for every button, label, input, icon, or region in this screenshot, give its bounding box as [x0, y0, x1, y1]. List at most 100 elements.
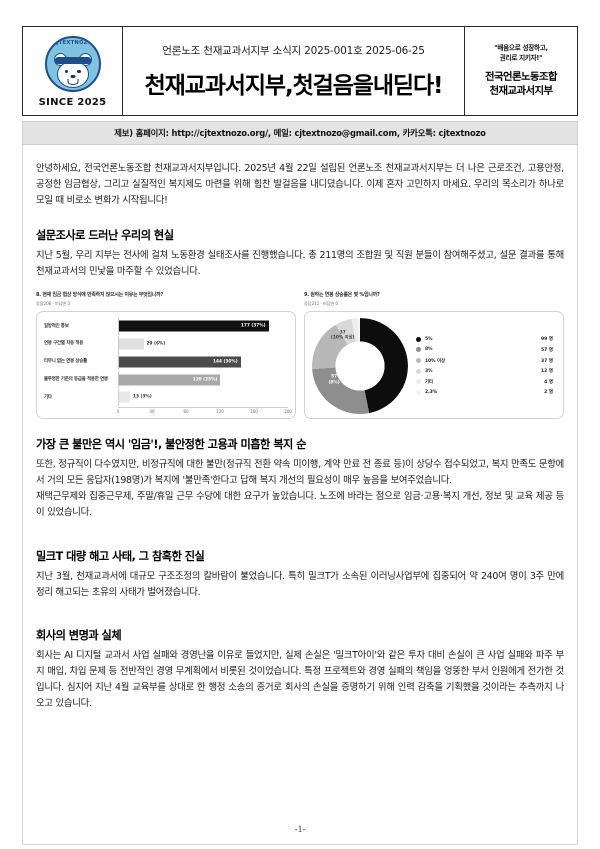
bar-chart-x-ticks: 0 40 80 120 160 200: [116, 406, 292, 416]
legend-row: 기타 4 명: [416, 379, 556, 385]
legend-row: 8% 57 명: [416, 347, 556, 353]
x-axis-tick: 80: [183, 408, 189, 414]
donut-graphic: 99 (5%) 57 (8%) 37 (10% 이상): [312, 317, 408, 414]
bar-chart-title: 8. 현재 임금 협상 방식에 만족하지 않으시는 이유는 무엇입니까?: [36, 291, 164, 298]
bar-track: 13 (3%): [118, 388, 288, 406]
bar-category-label: 기타: [44, 394, 52, 400]
page-number: -1-: [294, 825, 306, 835]
bear-face-icon: [56, 60, 89, 88]
bar-track: 120 (25%): [118, 371, 288, 389]
bear-nose-icon: [70, 75, 75, 79]
bear-icon: [53, 52, 93, 89]
section-text-survey: 지난 5월, 우리 지부는 전사에 걸쳐 노동환경 실태조사를 진행했습니다. …: [36, 249, 564, 277]
bar-value-label: 13 (3%): [132, 394, 152, 400]
bar-value-label: 120 (25%): [192, 377, 218, 383]
legend-color-dot: [416, 368, 421, 374]
bar-chart-row: 일방적인 통보 177 (37%): [44, 317, 288, 335]
legend-color-dot: [416, 347, 421, 353]
legend-label: 10% 이상: [425, 358, 446, 364]
legend-count: 37 명: [541, 358, 553, 364]
legend-color-dot: [416, 336, 421, 342]
x-axis-tick: 0: [116, 408, 120, 414]
bar-chart-row: 불투명한 기준의 등급을 적용한 연봉 120 (25%): [44, 371, 288, 389]
section-heading-survey: 설문조사로 드러난 우리의 현실: [36, 228, 174, 242]
legend-row: 10% 이상 37 명: [416, 358, 556, 364]
union-org-name: 전국언론노동조합 천재교과서지부: [484, 70, 558, 98]
donut-slice-label: 57 (8%): [328, 374, 340, 386]
donut-chart-subtitle: 응답211 · 미답변 0: [304, 300, 338, 306]
bar-value-label: 29 (6%): [146, 341, 166, 347]
legend-count: 4 명: [544, 379, 553, 385]
x-axis-tick: 120: [216, 408, 224, 414]
charts-row: 8. 현재 임금 협상 방식에 만족하지 않으시는 이유는 무엇입니까? 응답2…: [36, 291, 564, 419]
masthead-logo-cell: CJTEXTNOZO SINCE 2025: [23, 27, 123, 115]
x-axis-tick: 160: [250, 408, 258, 414]
contact-bar-text: 제보) 홈페이지: http://cjtextnozo.org/, 메일: cj…: [114, 128, 486, 138]
donut-chart-plot: 99 (5%) 57 (8%) 37 (10% 이상) 5% 99 명 8% 57 명 10% 이…: [304, 310, 564, 419]
logo-since-label: SINCE 2025: [38, 96, 107, 108]
masthead-title-cell: 언론노조 천재교과서지부 소식지 2025-001호 2025-06-25 천재…: [123, 27, 465, 115]
legend-row: 3% 12 명: [416, 368, 556, 374]
bar-chart-card: 8. 현재 임금 협상 방식에 만족하지 않으시는 이유는 무엇입니까? 응답2…: [36, 291, 296, 419]
donut-chart-card: 9. 원하는 연봉 상승률은 몇 %입니까? 응답211 · 미답변 0 99(…: [304, 291, 564, 419]
bar-value-label: 177 (37%): [240, 323, 266, 329]
section-text-wage-2: 재택근무제와 집중근무제, 주말/휴일 근무 수당에 대한 요구가 높았습니다.…: [36, 491, 564, 519]
logo-arc-text: CJTEXTNOZO: [52, 39, 93, 46]
masthead: CJTEXTNOZO SINCE 2025 언론노조 천재교과서: [22, 26, 578, 116]
donut-slice-label: 37 (10% 이상): [330, 330, 355, 342]
union-org-line1: 전국언론노동조합: [484, 70, 558, 83]
legend-label: 2.3%: [425, 389, 438, 395]
bar-category-label: 일방적인 통보: [44, 323, 69, 329]
bar-fill: 29 (6%): [119, 338, 165, 350]
section-text-company: 회사는 AI 디지털 교과서 사업 실패와 경영난을 이유로 들었지만, 실제 …: [36, 649, 564, 710]
donut-ring: [312, 317, 408, 414]
masthead-org-cell: "배움으로 성장하고, 권리로 지키자!" 전국언론노동조합 천재교과서지부: [465, 27, 577, 115]
legend-count: 57 명: [541, 347, 553, 353]
bar-chart-subtitle: 응답208 · 미답변 3: [36, 300, 70, 306]
bar-chart-row: 기타 13 (3%): [44, 388, 288, 406]
legend-label: 5%: [425, 336, 433, 342]
donut-chart-wrap: 99 (5%) 57 (8%) 37 (10% 이상) 5% 99 명 8% 57 명 10% 이…: [312, 317, 556, 414]
bar-category-label: 불투명한 기준의 등급을 적용한 연봉: [44, 376, 108, 382]
bar-chart-plot: 일방적인 통보 177 (37%) 연봉 구간별 차등 적용 29 (6%) 터무니 없…: [36, 310, 296, 419]
x-axis-tick: 200: [284, 408, 292, 414]
newsletter-issue-line: 언론노조 천재교과서지부 소식지 2025-001호 2025-06-25: [162, 44, 425, 57]
bar-chart-row: 터무니 없는 연봉 상승률 144 (30%): [44, 353, 288, 371]
bear-eye-right-icon: [77, 69, 81, 73]
bar-chart-bars: 일방적인 통보 177 (37%) 연봉 구간별 차등 적용 29 (6%) 터무니 없…: [44, 317, 288, 406]
section-heading-milkt: 밀크T 대량 해고 사태, 그 참혹한 진실: [36, 549, 205, 563]
legend-label: 3%: [425, 368, 433, 374]
legend-row: 2.3% 2 명: [416, 389, 556, 395]
bar-fill: 13 (3%): [119, 391, 152, 403]
section-heading-wage: 가장 큰 불만은 역시 '임금'!, 불안정한 고용과 미흡한 복지 순: [36, 437, 307, 451]
legend-count: 12 명: [541, 369, 553, 375]
contact-bar: 제보) 홈페이지: http://cjtextnozo.org/, 메일: cj…: [22, 121, 578, 145]
bear-mascot-logo-icon: CJTEXTNOZO: [44, 35, 101, 92]
section-text-milkt: 지난 3월, 천재교과서에 대규모 구조조정의 칼바람이 불었습니다. 특히 밀…: [36, 570, 564, 598]
section-text-wage: 또한, 정규직이 다수였지만, 비정규직에 대한 불만(정규직 전환 약속 미이…: [36, 458, 564, 487]
bar-category-label: 연봉 구간별 차등 적용: [44, 341, 84, 347]
bear-eye-left-icon: [64, 69, 68, 73]
bar-chart-row: 연봉 구간별 차등 적용 29 (6%): [44, 335, 288, 353]
x-axis-tick: 40: [149, 408, 155, 414]
page-title: 천재교과서지부,첫걸음을내딛다!: [144, 72, 444, 99]
union-slogan-line2: 권리로 지키자!": [499, 53, 543, 62]
bar-category-label: 터무니 없는 연봉 상승률: [44, 359, 88, 364]
legend-row: 5% 99 명: [416, 336, 556, 342]
legend-color-dot: [416, 379, 421, 385]
bar-value-label: 144 (30%): [212, 359, 238, 365]
legend-label: 기타: [425, 379, 434, 385]
union-slogan: "배움으로 성장하고, 권리로 지키자!": [494, 44, 548, 63]
donut-slice-label: 99 (5%): [367, 362, 380, 373]
section-heading-company: 회사의 변명과 실체: [36, 628, 122, 642]
donut-chart-title: 9. 원하는 연봉 상승률은 몇 %입니까?: [304, 291, 380, 298]
bar-track: 177 (37%): [118, 317, 288, 335]
union-org-line2: 천재교과서지부: [489, 84, 553, 97]
bar-chart-x-axis: 0 40 80 120 160 200: [44, 406, 292, 416]
legend-label: 8%: [425, 347, 433, 353]
legend-color-dot: [416, 389, 421, 395]
bar-track: 144 (30%): [118, 353, 288, 371]
bear-headband-icon: [54, 56, 91, 64]
